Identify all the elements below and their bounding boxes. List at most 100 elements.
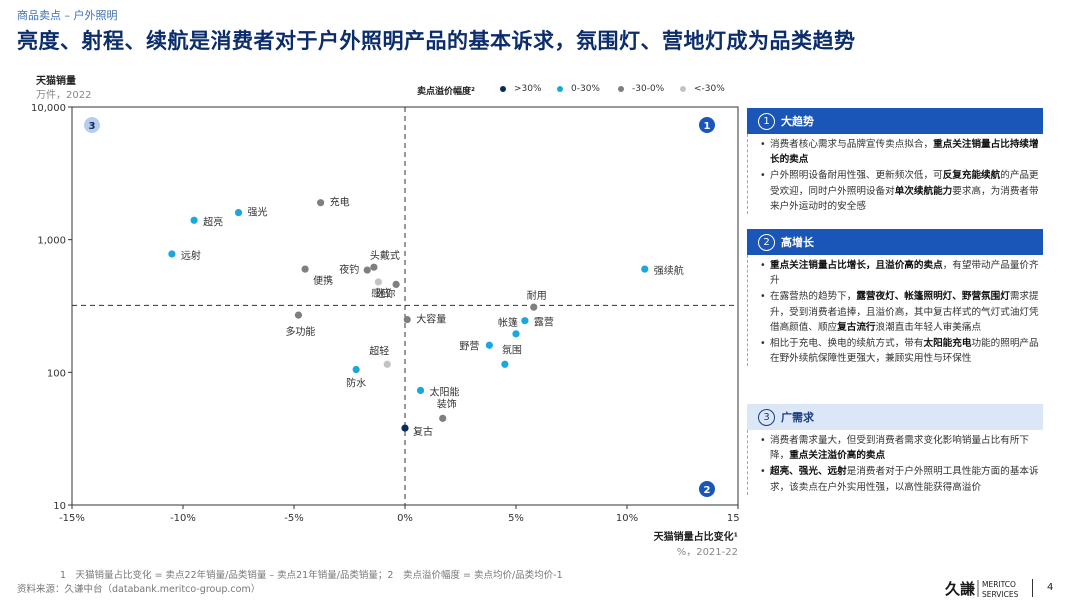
- point-label: 感应: [371, 286, 391, 299]
- legend-dot: [557, 85, 563, 92]
- panel-broad-demand: 3 广需求 消费者需求量大，但受到消费者需求变化影响销量占比有所下降，重点关注溢…: [747, 404, 1043, 496]
- bullet: 在露营热的趋势下，露营夜灯、帐篷照明灯、野营氛围灯需求提升，受到消费者追捧，且溢…: [760, 289, 1043, 335]
- legend-dot: [500, 85, 506, 92]
- point-label: 多功能: [285, 325, 315, 338]
- point-label: 露营: [534, 316, 554, 329]
- x-tick-label: 10%: [616, 513, 638, 524]
- bullet: 消费者核心需求与品牌宣传卖点拟合，重点关注销量占比持续增长的卖点: [760, 137, 1043, 167]
- quadrant-badge-3-text: 3: [89, 121, 96, 132]
- panel-title: 广需求: [781, 411, 814, 424]
- bullet: 超亮、强光、远射是消费者对于户外照明工具性能方面的基本诉求，该卖点在户外实用性强…: [760, 464, 1043, 494]
- panel-header: 1 大趋势: [747, 108, 1043, 134]
- footnote: 1 天猫销量占比变化 = 卖点22年销量/品类销量 – 卖点21年销量/品类销量…: [60, 570, 563, 581]
- legend-item-lt-neg30: <-30%: [680, 84, 725, 94]
- x-tick-label: 5%: [508, 513, 524, 524]
- scatter-point: [501, 360, 509, 368]
- x-axis-title: 天猫销量占比变化¹: [653, 532, 738, 543]
- point-label: 迷你: [375, 287, 395, 300]
- scatter-point: [352, 365, 360, 374]
- x-tick-label: -10%: [170, 513, 196, 524]
- scatter-point: [383, 360, 391, 368]
- y-axis-title: 天猫销量: [36, 76, 76, 87]
- logo-en1: MERITCO: [982, 580, 1016, 589]
- scatter-point: [521, 317, 529, 325]
- legend-item-neg30-0: -30-0%: [618, 84, 664, 94]
- x-tick-label: 15%: [727, 513, 740, 524]
- quadrant-badge-1: [699, 117, 715, 133]
- legend-item-0-30: 0-30%: [557, 84, 600, 94]
- point-label: 复古: [413, 425, 433, 438]
- scatter-point: [301, 265, 309, 273]
- panel-number: 2: [758, 233, 775, 251]
- scatter-point: [370, 263, 378, 271]
- scatter-point: [439, 414, 447, 422]
- scatter-point: [403, 315, 411, 324]
- y-tick-label: 100: [47, 368, 66, 379]
- scatter-point: [641, 265, 649, 273]
- scatter-chart: -15% -10% -5% 0% 5% 10% 15% 10 100 1,000 10,000 超亮…: [31, 103, 740, 524]
- scatter-point: [416, 386, 425, 395]
- y-axis-unit: 万件，2022: [36, 90, 92, 101]
- scatter-point: [392, 280, 400, 289]
- legend-dot: [618, 85, 624, 92]
- x-axis-unit: %，2021-22: [676, 547, 738, 558]
- scatter-point: [485, 341, 493, 349]
- legend-title: 卖点溢价幅度²: [417, 87, 475, 97]
- logo-en2: SERVICES: [982, 590, 1019, 599]
- section-label: 商品卖点 – 户外照明: [17, 9, 118, 22]
- point-label: 装饰: [437, 397, 457, 410]
- point-label: 强续航: [654, 264, 684, 277]
- x-tick-label: -15%: [59, 513, 85, 524]
- legend-dot: [680, 85, 686, 92]
- point-label: 强光: [248, 206, 268, 219]
- panel-body: 消费者需求量大，但受到消费者需求变化影响销量占比有所下降，重点关注溢价高的卖点 …: [747, 430, 1043, 495]
- panel-growth: 2 高增长 重点关注销量占比增长，且溢价高的卖点，有望带动产品量价齐升 在露营热…: [747, 229, 1043, 367]
- y-tick-label: 10,000: [31, 103, 66, 114]
- scatter-point: [294, 311, 303, 319]
- footer-separator: [1032, 579, 1033, 597]
- scatter-point: [190, 216, 198, 224]
- page-title: 亮度、射程、续航是消费者对于户外照明产品的基本诉求，氛围灯、营地灯成为品类趋势: [17, 29, 856, 53]
- panel-title: 大趋势: [781, 115, 814, 128]
- meritco-logo: 久謙 MERITCO SERVICES: [945, 580, 1019, 599]
- source-note: 资料来源：久谦中台（databank.meritco-group.com）: [17, 584, 261, 595]
- point-label: 大容量: [416, 313, 446, 326]
- point-label: 超轻: [369, 344, 389, 357]
- point-label: 充电: [330, 196, 350, 209]
- panel-body: 重点关注销量占比增长，且溢价高的卖点，有望带动产品量价齐升 在露营热的趋势下，露…: [747, 255, 1043, 367]
- scatter-point: [317, 199, 325, 207]
- page-number: 4: [1047, 582, 1054, 593]
- y-tick-label: 10: [53, 501, 66, 512]
- panel-number: 3: [758, 408, 775, 426]
- quadrant-badge-3: [84, 117, 100, 133]
- panel-body: 消费者核心需求与品牌宣传卖点拟合，重点关注销量占比持续增长的卖点 户外照明设备耐…: [747, 134, 1043, 215]
- logo-cn: 久謙: [945, 580, 975, 598]
- point-label: 便携: [313, 274, 333, 287]
- quadrant-badge-1-text: 1: [704, 121, 711, 132]
- point-label: 夜钓: [339, 263, 359, 276]
- scatter-point: [374, 278, 382, 286]
- point-label: 帐篷: [498, 316, 518, 329]
- point-label: 太阳能: [430, 385, 460, 398]
- quadrant-badge-2-text: 2: [704, 485, 711, 496]
- scatter-point: [530, 303, 538, 311]
- scatter-point: [363, 266, 371, 274]
- quadrant-badge-2: [699, 481, 715, 497]
- x-tick-label: 0%: [397, 513, 413, 524]
- legend-item-gt30: >30%: [500, 84, 542, 94]
- point-label: 氛围: [502, 343, 522, 356]
- point-label: 耐用: [527, 289, 547, 302]
- panel-trend: 1 大趋势 消费者核心需求与品牌宣传卖点拟合，重点关注销量占比持续增长的卖点 户…: [747, 108, 1043, 215]
- panel-title: 高增长: [781, 236, 814, 249]
- scatter-point: [401, 424, 409, 432]
- bullet: 消费者需求量大，但受到消费者需求变化影响销量占比有所下降，重点关注溢价高的卖点: [760, 433, 1043, 463]
- point-label: 野营: [459, 339, 479, 352]
- scatter-point: [168, 250, 176, 258]
- x-tick-label: -5%: [284, 513, 303, 524]
- panel-number: 1: [758, 112, 775, 130]
- point-label: 超亮: [203, 215, 223, 228]
- scatter-point: [512, 330, 520, 338]
- y-tick-label: 1,000: [37, 236, 66, 247]
- bullet: 户外照明设备耐用性强、更新频次低，可反复充能续航的产品更受欢迎，同时户外照明设备…: [760, 168, 1043, 214]
- point-label: 远射: [181, 250, 201, 262]
